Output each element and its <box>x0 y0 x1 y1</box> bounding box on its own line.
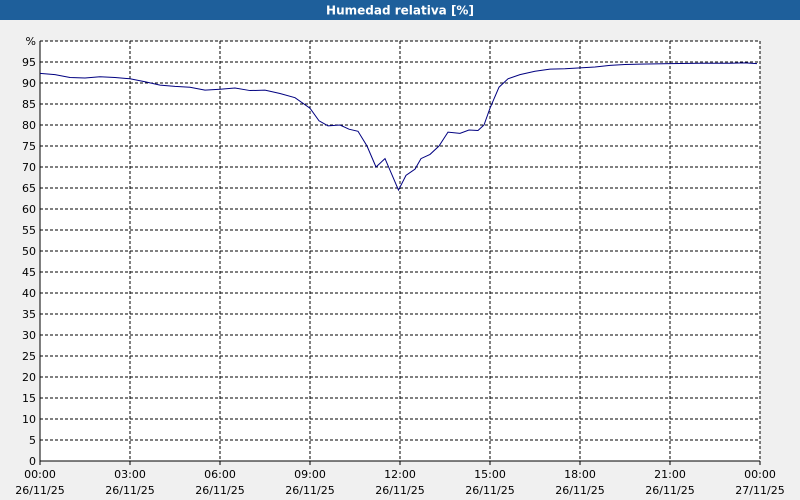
x-tick-date: 26/11/25 <box>105 484 154 497</box>
y-tick-label: 85 <box>22 98 36 111</box>
chart-title: Humedad relativa [%] <box>326 4 474 18</box>
y-tick-label: 70 <box>22 161 36 174</box>
y-tick-label: 60 <box>22 203 36 216</box>
y-tick-label: 15 <box>22 392 36 405</box>
x-tick-label: 00:00 <box>744 468 776 481</box>
x-tick-date: 26/11/25 <box>555 484 604 497</box>
y-tick-label: 40 <box>22 287 36 300</box>
x-tick-date: 26/11/25 <box>15 484 64 497</box>
y-tick-label: 80 <box>22 119 36 132</box>
y-tick-label: 75 <box>22 140 36 153</box>
x-tick-date: 27/11/25 <box>735 484 784 497</box>
y-tick-label: 95 <box>22 56 36 69</box>
y-tick-label: 35 <box>22 308 36 321</box>
x-tick-label: 03:00 <box>114 468 146 481</box>
y-tick-label: 50 <box>22 245 36 258</box>
x-tick-label: 12:00 <box>384 468 416 481</box>
x-tick-date: 26/11/25 <box>645 484 694 497</box>
y-tick-label: 25 <box>22 350 36 363</box>
x-tick-date: 26/11/25 <box>465 484 514 497</box>
y-tick-label: 30 <box>22 329 36 342</box>
y-tick-label: % <box>26 35 36 48</box>
x-tick-label: 09:00 <box>294 468 326 481</box>
x-tick-date: 26/11/25 <box>285 484 334 497</box>
x-tick-label: 06:00 <box>204 468 236 481</box>
y-tick-label: 90 <box>22 77 36 90</box>
x-tick-label: 21:00 <box>654 468 686 481</box>
x-tick-label: 00:00 <box>24 468 56 481</box>
y-tick-label: 0 <box>29 455 36 468</box>
y-tick-label: 55 <box>22 224 36 237</box>
y-tick-label: 10 <box>22 413 36 426</box>
x-tick-date: 26/11/25 <box>195 484 244 497</box>
x-tick-label: 15:00 <box>474 468 506 481</box>
y-tick-label: 65 <box>22 182 36 195</box>
title-bar <box>0 0 800 20</box>
x-tick-date: 26/11/25 <box>375 484 424 497</box>
y-tick-label: 45 <box>22 266 36 279</box>
data-line <box>39 62 758 192</box>
x-tick-label: 18:00 <box>564 468 596 481</box>
y-tick-label: 20 <box>22 371 36 384</box>
y-tick-label: 5 <box>29 434 36 447</box>
